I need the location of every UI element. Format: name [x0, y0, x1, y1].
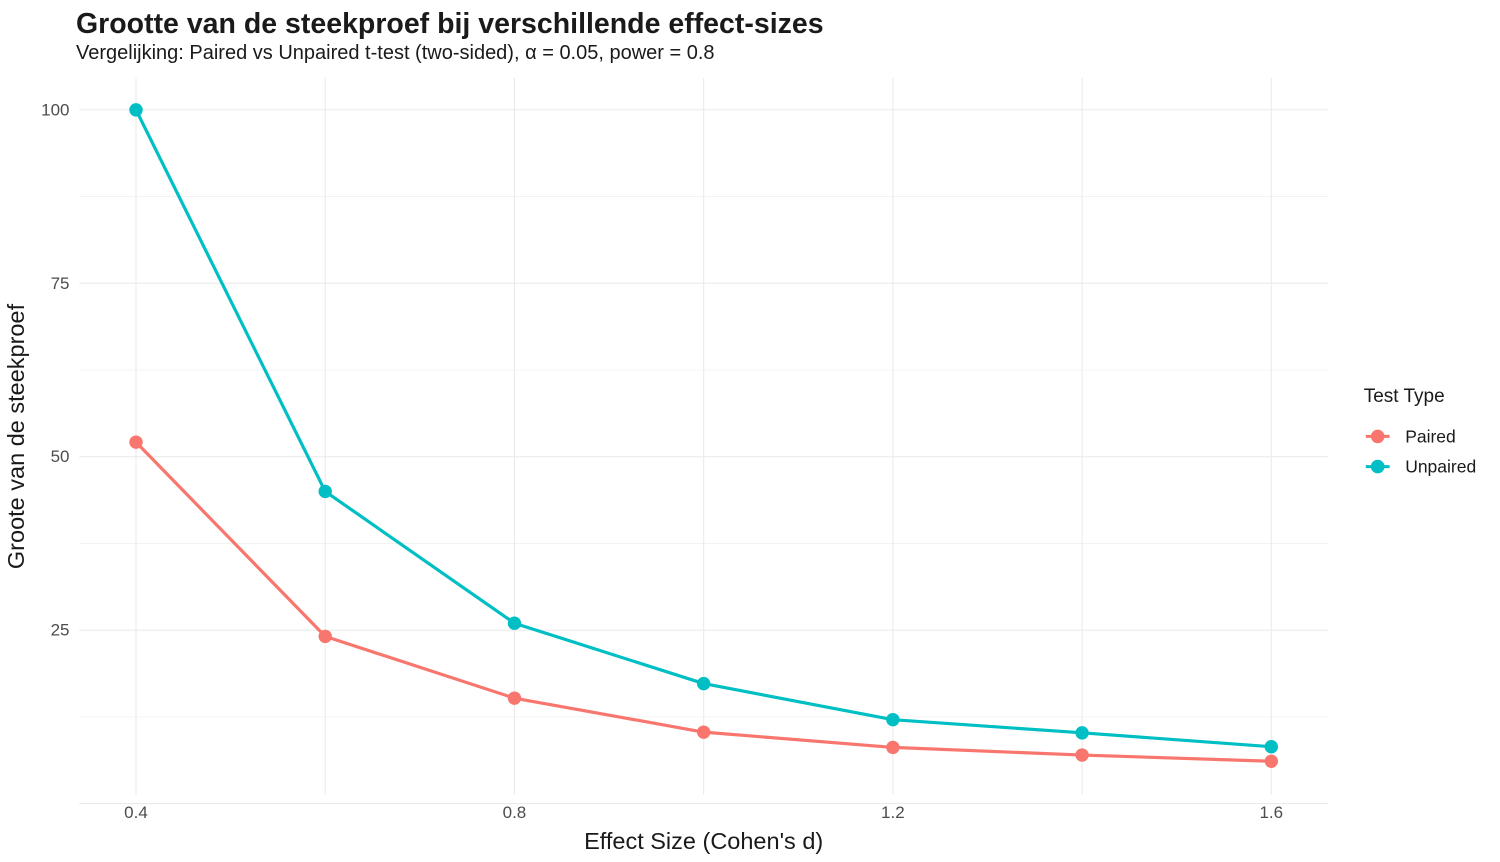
svg-text:0.8: 0.8 — [503, 803, 527, 822]
svg-text:100: 100 — [41, 100, 69, 119]
svg-text:1.2: 1.2 — [881, 803, 905, 822]
svg-text:Unpaired: Unpaired — [1405, 457, 1476, 477]
svg-text:Groote van de steekproef: Groote van de steekproef — [3, 303, 29, 569]
svg-text:25: 25 — [51, 621, 70, 640]
svg-text:50: 50 — [51, 447, 70, 466]
svg-text:75: 75 — [51, 274, 70, 293]
svg-text:1.6: 1.6 — [1259, 803, 1283, 822]
svg-text:Paired: Paired — [1405, 426, 1456, 446]
svg-text:0.4: 0.4 — [124, 803, 148, 822]
svg-text:Effect Size (Cohen's d): Effect Size (Cohen's d) — [584, 828, 823, 854]
svg-text:Test Type: Test Type — [1364, 386, 1445, 407]
